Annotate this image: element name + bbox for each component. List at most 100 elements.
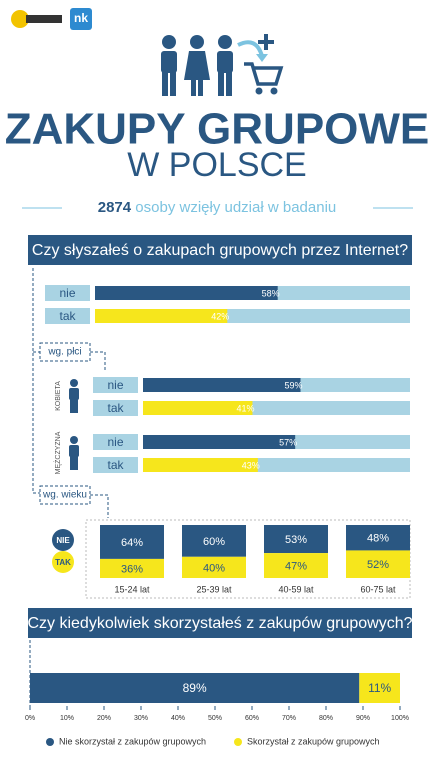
bar [143, 435, 296, 449]
column-segment [264, 553, 328, 578]
category-label: nie [107, 378, 123, 392]
group-label: wg. wieku [42, 490, 87, 501]
x-tick-label: 20% [97, 715, 111, 722]
x-tick-label: 100% [391, 715, 409, 722]
value-label: 52% [367, 559, 389, 571]
x-tick-label: 40-59 lat [278, 584, 314, 594]
bar [143, 458, 258, 472]
legend-marker [52, 529, 74, 551]
column-segment [100, 525, 164, 559]
bar [143, 378, 301, 392]
x-tick-label: 90% [356, 715, 370, 722]
legend-label: Nie skorzystał z zakupów grupowych [59, 736, 206, 746]
legend-label: Skorzystał z zakupów grupowych [247, 736, 380, 746]
respondents-text: osoby wzięły udział w badaniu [135, 199, 336, 216]
bar-segment [30, 673, 360, 703]
legend-marker [234, 738, 242, 746]
column-segment [264, 525, 328, 554]
person-icon [69, 445, 79, 457]
bar [95, 309, 228, 323]
value-label: 47% [285, 560, 307, 572]
person-icon [70, 379, 78, 387]
category-label: nie [59, 286, 75, 300]
x-tick-label: 70% [282, 715, 296, 722]
title: ZAKUPY GRUPOWE [5, 105, 430, 154]
x-tick-label: 50% [208, 715, 222, 722]
group-label-box [39, 485, 91, 505]
group-name: MĘŻCZYZNA [53, 431, 62, 474]
x-tick-label: 80% [319, 715, 333, 722]
value-label: 59% [285, 380, 303, 390]
person-icon [70, 436, 78, 444]
logo-box [70, 8, 92, 30]
banner-title: Czy słyszałeś o zakupach grupowych przez… [32, 242, 408, 259]
category-box [45, 285, 90, 301]
group-name: KOBIETA [55, 381, 62, 411]
banner [28, 235, 412, 265]
column-segment [182, 556, 246, 578]
x-tick-label: 40% [171, 715, 185, 722]
connector [32, 268, 40, 494]
category-label: tak [107, 458, 124, 472]
category-box [93, 377, 138, 393]
legend-label: TAK [55, 558, 71, 567]
x-tick-label: 10% [60, 715, 74, 722]
value-label: 58% [262, 288, 280, 298]
logo-bar [26, 15, 62, 23]
value-label: 57% [279, 437, 297, 447]
value-label: 89% [183, 681, 207, 695]
column-segment [100, 558, 164, 578]
respondents-count: 2874 [98, 199, 132, 216]
value-label: 53% [285, 534, 307, 546]
connector [33, 351, 106, 372]
banner [28, 608, 412, 638]
category-box [93, 457, 138, 473]
group-label: wg. płci [47, 347, 81, 358]
value-label: 48% [367, 533, 389, 545]
category-box [45, 308, 90, 324]
frame [85, 519, 411, 599]
category-box [93, 400, 138, 416]
legend-label: NIE [56, 536, 70, 545]
person-icon [70, 456, 78, 470]
x-tick-label: 60-75 lat [360, 584, 396, 594]
logo-mark [11, 10, 29, 28]
bar [143, 401, 253, 415]
x-tick-label: 15-24 lat [114, 584, 150, 594]
x-tick-label: 30% [134, 715, 148, 722]
x-tick-label: 60% [245, 715, 259, 722]
value-label: 42% [211, 311, 229, 321]
subtitle: W POLSCE [127, 146, 306, 184]
value-label: 11% [368, 681, 391, 695]
banner-title: Czy kiedykolwiek skorzystałeś z zakupów … [27, 615, 412, 632]
category-label: tak [59, 309, 76, 323]
column-segment [182, 525, 246, 557]
value-label: 60% [203, 536, 225, 548]
category-label: tak [107, 401, 124, 415]
group-label-box [39, 342, 91, 362]
legend-marker [46, 738, 54, 746]
x-tick-label: 0% [25, 715, 35, 722]
connector [90, 494, 109, 518]
bar [95, 286, 278, 300]
value-label: 41% [236, 403, 254, 413]
people-icon [161, 35, 233, 96]
category-box [93, 434, 138, 450]
person-icon [69, 388, 79, 400]
person-icon [70, 399, 78, 413]
value-label: 64% [121, 537, 143, 549]
value-label: 43% [242, 460, 260, 470]
legend-marker [52, 551, 74, 573]
cart-icon [237, 34, 284, 95]
bar-segment [359, 673, 400, 703]
category-label: nie [107, 435, 123, 449]
column-segment [346, 550, 410, 578]
column-segment [346, 525, 410, 551]
value-label: 40% [203, 562, 225, 574]
logo-text: nk [74, 11, 88, 25]
x-tick-label: 25-39 lat [196, 584, 232, 594]
respondents: 2874 osoby wzięły udział w badaniu [98, 199, 337, 216]
value-label: 36% [121, 563, 143, 575]
